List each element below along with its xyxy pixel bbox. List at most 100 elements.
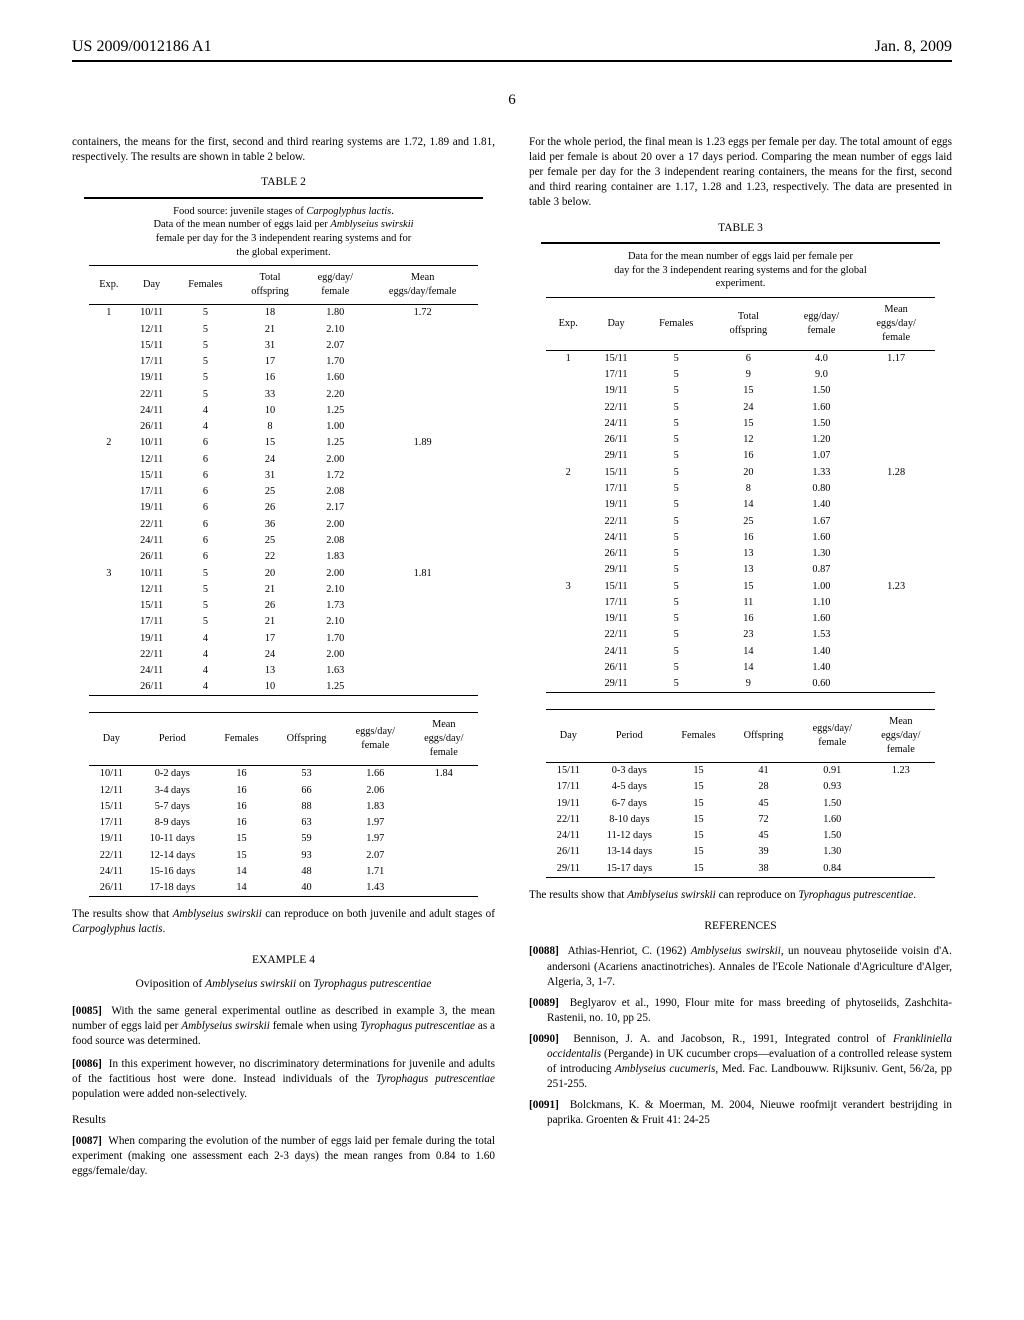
table-row: 24/116252.08 [89,533,478,549]
after-t3: The results show that Amblyseius swirski… [529,888,952,903]
table-row: 15/110-3 days15410.911.23 [546,762,935,779]
table-row: 24/1111-12 days15451.50 [546,828,935,844]
reference-item: [0090] Bennison, J. A. and Jacobson, R.,… [529,1032,952,1092]
page-number: 6 [72,92,952,109]
table-row: 26/11481.00 [89,419,478,435]
table-row: 19/115161.60 [89,370,478,386]
table3-label: TABLE 3 [529,221,952,237]
reference-item: [0088] Athias-Henriot, C. (1962) Amblyse… [529,944,952,989]
table-row: 12/115212.10 [89,582,478,598]
table-row: 19/115161.60 [546,611,935,627]
table-row: 15/115261.73 [89,598,478,614]
table-row: 22/116362.00 [89,517,478,533]
table-row: 19/115151.50 [546,383,935,399]
table-row: 24/115141.40 [546,643,935,659]
table-row: 15/115312.07 [89,338,478,354]
table3-top: Exp.DayFemalesTotaloffspringegg/day/fema… [546,297,935,693]
table-row: 24/1115-16 days14481.71 [89,864,478,880]
table3-summary: DayPeriodFemalesOffspringeggs/day/female… [546,709,935,878]
doc-id: US 2009/0012186 A1 [72,38,212,56]
p0085: [0085] With the same general experimenta… [72,1004,495,1049]
table2-caption: Food source: juvenile stages of Carpogly… [84,205,483,260]
table-row: 26/116221.83 [89,549,478,565]
col-header: Totaloffspring [237,266,304,305]
table-row: 17/118-9 days16631.97 [89,815,478,831]
col-header: Offspring [272,713,341,766]
table-row: 26/1113-14 days15391.30 [546,844,935,860]
col-header: Exp. [89,266,129,305]
intro-right: For the whole period, the final mean is … [529,135,952,211]
table-row: 17/114-5 days15280.93 [546,779,935,795]
col-header: Day [89,713,134,766]
table-row: 22/115231.53 [546,627,935,643]
table-row: 17/115111.10 [546,595,935,611]
table-row: 24/115161.60 [546,530,935,546]
col-header: Exp. [546,297,591,350]
left-column: containers, the means for the first, sec… [72,135,495,1187]
table-row: 12/116242.00 [89,451,478,467]
intro-left: containers, the means for the first, sec… [72,135,495,165]
table-row: 210/116151.251.89 [89,435,478,451]
col-header: Females [642,297,711,350]
references-hd: REFERENCES [529,919,952,935]
table-row: 29/11590.60 [546,676,935,693]
table-row: 19/116-7 days15451.50 [546,795,935,811]
table-row: 26/115121.20 [546,432,935,448]
col-header: Period [591,710,668,763]
table-row: 22/115241.60 [546,399,935,415]
table-row: 12/113-4 days16662.06 [89,782,478,798]
col-header: Females [174,266,236,305]
table-row: 19/1110-11 days15591.97 [89,831,478,847]
example4-sub: Oviposition of Amblyseius swirskii on Ty… [72,977,495,992]
col-header: Females [668,710,729,763]
col-header: eggs/day/female [341,713,409,766]
table-row: 115/11564.01.17 [546,350,935,367]
table2-top: Exp.DayFemalesTotaloffspringegg/day/fema… [89,265,478,696]
col-header: Period [134,713,211,766]
table-row: 215/115201.331.28 [546,465,935,481]
col-header: Day [546,710,591,763]
table-row: 17/11599.0 [546,367,935,383]
col-header: Females [211,713,272,766]
p0086: [0086] In this experiment however, no di… [72,1057,495,1102]
col-header: eggs/day/female [798,710,866,763]
table-row: 22/114242.00 [89,647,478,663]
table-row: 17/115171.70 [89,354,478,370]
col-header: Meaneggs/day/female [857,297,935,350]
table-row: 17/116252.08 [89,484,478,500]
after-t2: The results show that Amblyseius swirski… [72,907,495,937]
col-header: Meaneggs/day/female [367,266,478,305]
table-row: 15/116311.72 [89,468,478,484]
table-row: 10/110-2 days16531.661.84 [89,766,478,783]
table-row: 12/115212.10 [89,321,478,337]
table-row: 19/114171.70 [89,630,478,646]
table2-label: TABLE 2 [72,175,495,191]
col-header: Day [591,297,642,350]
table-row: 26/115141.40 [546,660,935,676]
table-row: 29/115161.07 [546,448,935,464]
table-row: 15/115-7 days16881.83 [89,799,478,815]
p0087: [0087] When comparing the evolution of t… [72,1134,495,1179]
reference-item: [0091] Bolckmans, K. & Moerman, M. 2004,… [529,1098,952,1128]
col-header: egg/day/female [303,266,367,305]
table-row: 26/1117-18 days14401.43 [89,880,478,897]
reference-item: [0089] Beglyarov et al., 1990, Flour mit… [529,996,952,1026]
table-row: 24/114101.25 [89,403,478,419]
col-header: Totaloffspring [711,297,786,350]
table-row: 22/1112-14 days15932.07 [89,847,478,863]
col-header: Offspring [729,710,798,763]
example4-hd: EXAMPLE 4 [72,953,495,969]
table-row: 22/115332.20 [89,386,478,402]
table-row: 24/114131.63 [89,663,478,679]
header-rule [72,60,952,62]
table-row: 26/115131.30 [546,546,935,562]
table-row: 315/115151.001.23 [546,578,935,594]
doc-date: Jan. 8, 2009 [875,38,952,56]
table-row: 310/115202.001.81 [89,565,478,581]
table-row: 19/116262.17 [89,500,478,516]
table-row: 29/1115-17 days15380.84 [546,861,935,878]
table-row: 22/118-10 days15721.60 [546,812,935,828]
table-row: 17/11580.80 [546,481,935,497]
col-header: egg/day/female [786,297,857,350]
table-row: 26/114101.25 [89,679,478,696]
